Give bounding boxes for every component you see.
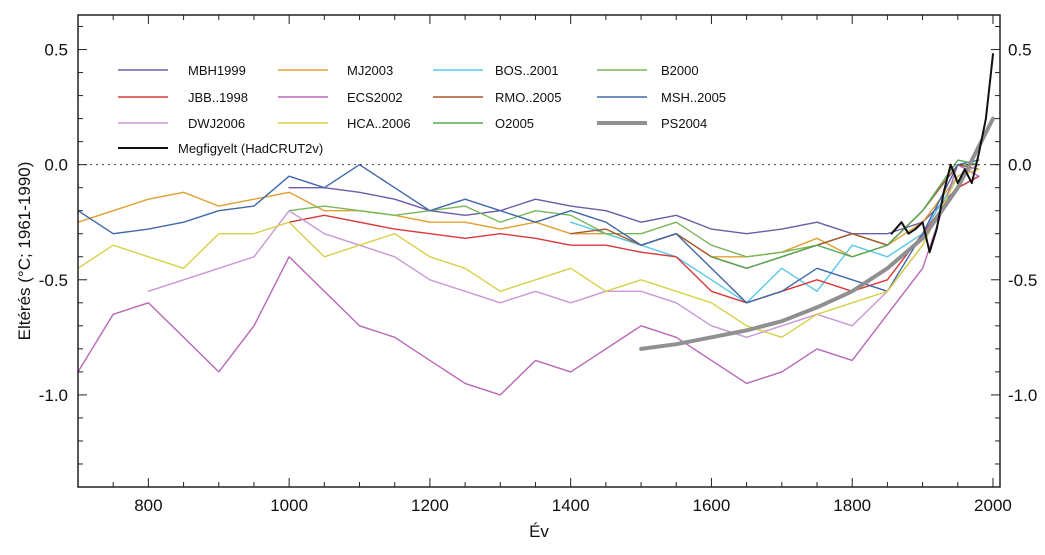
legend-label: MJ2003	[347, 63, 393, 78]
series-line-10	[710, 159, 980, 269]
x-tick-label: 1600	[693, 496, 731, 515]
series-line-7	[77, 159, 980, 304]
legend-label: MSH..2005	[661, 90, 726, 105]
series-line-8	[147, 163, 980, 338]
plot-frame	[77, 14, 1001, 488]
series-line-11	[639, 116, 995, 351]
series-line-9	[77, 168, 980, 338]
y-tick-label-left: -0.5	[39, 271, 68, 290]
series-line-0	[288, 175, 980, 235]
series-line-12	[890, 53, 994, 254]
series-line-1	[77, 163, 980, 258]
legend-label: MBH1999	[188, 63, 246, 78]
series-line-4	[288, 175, 980, 304]
x-tick-label: 800	[134, 496, 162, 515]
legend-label: JBB..1998	[188, 90, 248, 105]
series-line-5	[77, 163, 980, 396]
legend-label: Megfigyelt (HadCRUT2v)	[178, 141, 323, 156]
legend-label: ECS2002	[347, 90, 403, 105]
y-tick-label-left: 0.0	[44, 156, 68, 175]
y-tick-label-left: 0.5	[44, 41, 68, 60]
legend-label: O2005	[495, 116, 534, 131]
x-axis-title: Év	[529, 522, 549, 541]
y-tick-label-left: -1.0	[39, 386, 68, 405]
y-tick-label-right: 0.0	[1008, 156, 1032, 175]
y-tick-label-right: -1.0	[1008, 386, 1037, 405]
x-tick-label: 1000	[270, 496, 308, 515]
y-tick-label-right: -0.5	[1008, 271, 1037, 290]
legend-label: DWJ2006	[188, 116, 245, 131]
x-tick-label: 1800	[833, 496, 871, 515]
legend-label: BOS..2001	[495, 63, 559, 78]
legend: MBH1999 MJ2003 BOS..2001 B2000 JBB..1998 ECS2…	[118, 63, 726, 156]
legend-label: PS2004	[661, 116, 707, 131]
x-tick-label: 1200	[411, 496, 449, 515]
axes-layer: 800 1000 1200 1400 1600 1800 2000 0.5 0.5 0.0 0.0 -…	[39, 15, 1037, 515]
legend-label: B2000	[661, 63, 699, 78]
legend-label: RMO..2005	[495, 90, 561, 105]
legend-label: HCA..2006	[347, 116, 411, 131]
x-tick-label: 2000	[974, 496, 1012, 515]
y-tick-label-right: 0.5	[1008, 41, 1032, 60]
y-axis-title: Eltérés (°C; 1961-1990)	[15, 162, 34, 341]
x-tick-label: 1400	[552, 496, 590, 515]
series-lines-layer	[77, 53, 995, 396]
